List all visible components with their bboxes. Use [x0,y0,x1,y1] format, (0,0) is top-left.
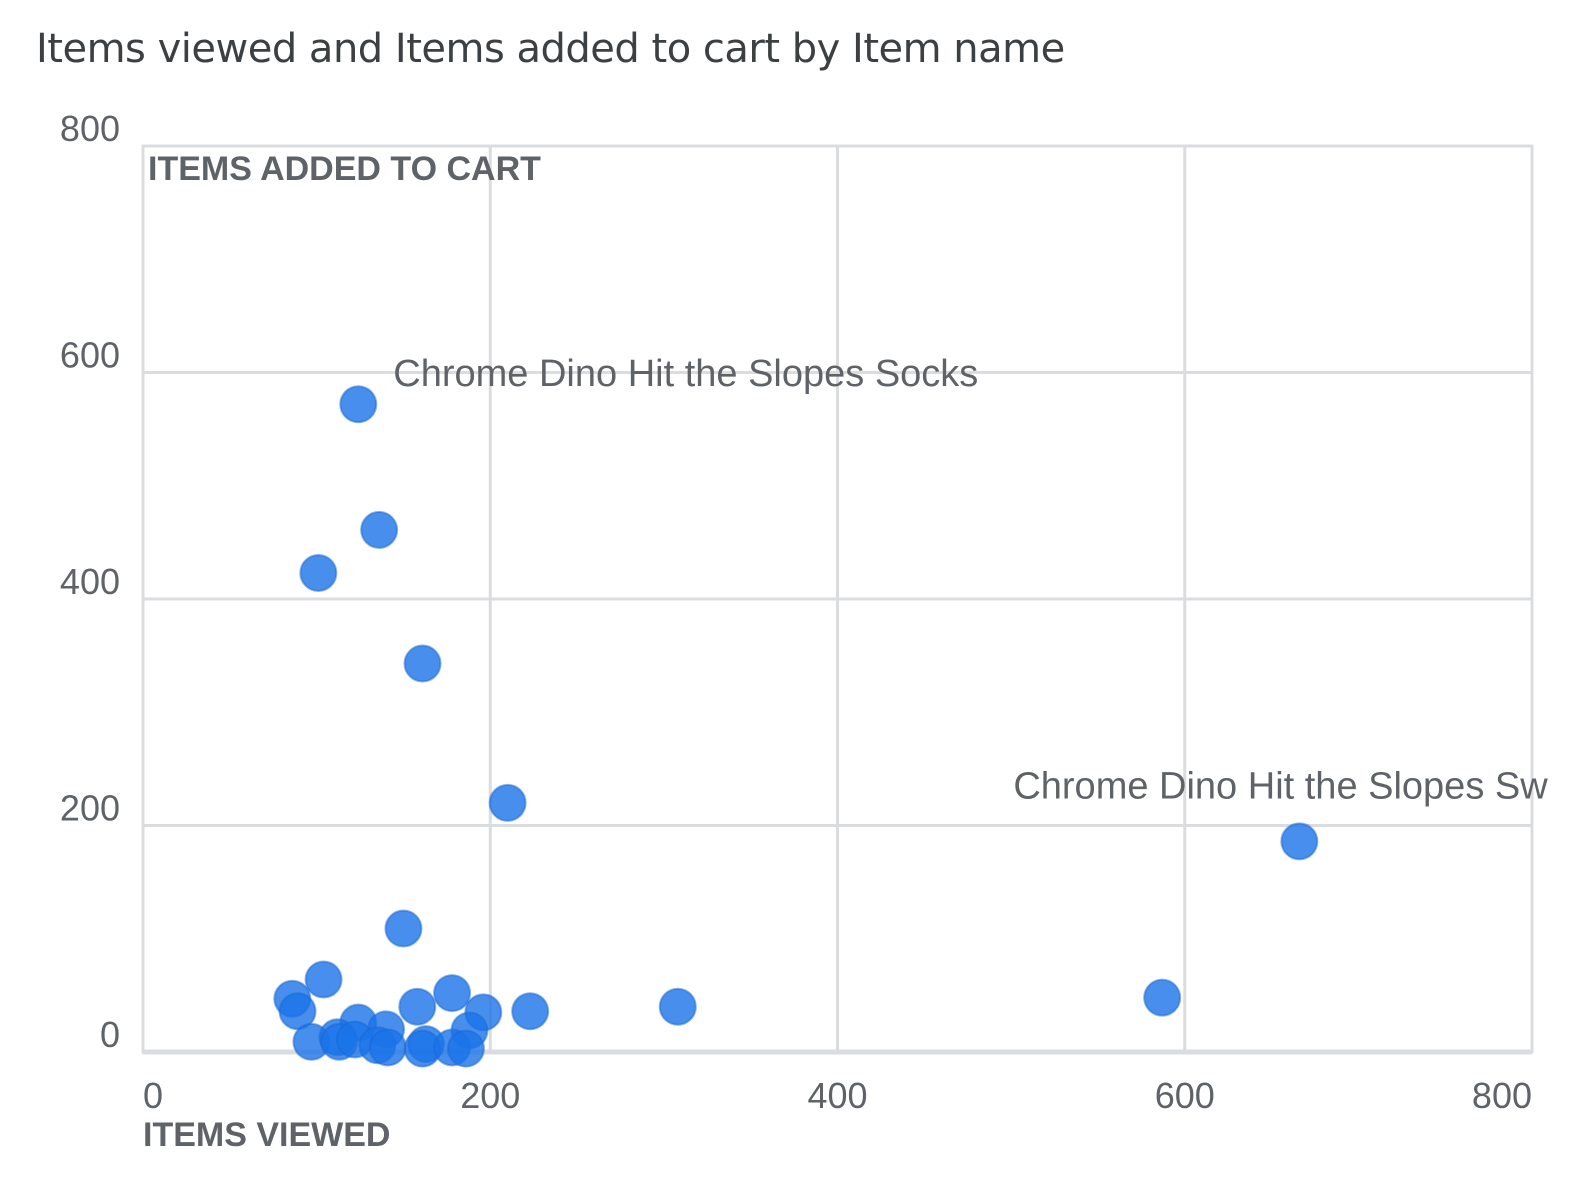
axis-ticks: 0 200 400 600 800 0 200 400 600 800 [60,108,1532,1116]
data-point[interactable] [403,644,442,683]
data-point[interactable] [384,909,423,948]
data-point[interactable] [1143,978,1182,1017]
data-point[interactable] [1280,822,1319,861]
gridlines [141,144,1534,1055]
y-tick-label: 600 [60,335,120,376]
data-point[interactable] [488,783,527,822]
data-points [273,385,1319,1068]
data-point[interactable] [368,1028,407,1067]
data-point[interactable] [304,960,343,999]
data-point[interactable] [299,553,338,592]
data-point[interactable] [511,992,550,1031]
data-point[interactable] [360,510,399,549]
data-point[interactable] [433,974,472,1013]
point-label: Chrome Dino Hit the Slopes Socks [393,353,978,395]
data-point[interactable] [398,987,437,1026]
x-axis-title: ITEMS VIEWED [143,1116,390,1154]
y-axis-title: ITEMS ADDED TO CART [148,150,541,188]
y-tick-label: 800 [60,108,120,149]
x-tick-label: 800 [1472,1075,1532,1116]
x-tick-label: 200 [460,1075,520,1116]
x-tick-label: 600 [1155,1075,1215,1116]
y-tick-label: 0 [100,1014,120,1055]
y-tick-label: 200 [60,788,120,829]
data-point[interactable] [658,987,697,1026]
x-tick-label: 400 [807,1075,867,1116]
data-point[interactable] [446,1029,485,1068]
chart-title: Items viewed and Items added to cart by … [36,26,1065,72]
point-annotations: Chrome Dino Hit the Slopes Socks Chrome D… [393,353,1548,807]
point-label: Chrome Dino Hit the Slopes Sw [1013,765,1548,807]
x-tick-label: 0 [143,1075,163,1116]
y-tick-label: 400 [60,561,120,602]
data-point[interactable] [339,385,378,424]
